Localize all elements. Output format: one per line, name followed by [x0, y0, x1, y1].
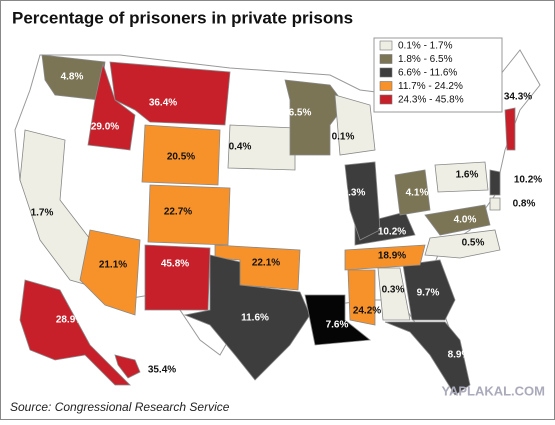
state-label: 7.6% — [326, 320, 349, 331]
legend-swatch — [379, 40, 393, 51]
state-label: 0.5% — [462, 238, 485, 249]
state-label: 4.0% — [454, 215, 477, 226]
state — [394, 169, 431, 216]
state — [334, 94, 376, 156]
state-label: 11.6% — [241, 313, 269, 324]
state-label: 0.4% — [229, 142, 252, 153]
state — [147, 184, 231, 246]
state — [424, 204, 491, 236]
legend-box — [373, 37, 503, 113]
state-label: 24.2% — [353, 306, 381, 317]
legend-swatch — [379, 54, 393, 64]
legend-label: 0.1% - 1.7% — [398, 41, 453, 52]
state — [344, 161, 381, 241]
legend-label: 24.3% - 45.8% — [398, 95, 464, 106]
legend-swatch — [379, 81, 393, 91]
state — [354, 211, 416, 246]
state-label: 29.0% — [91, 122, 119, 133]
state — [489, 197, 501, 211]
state-label: 21.1% — [99, 260, 127, 271]
state — [114, 354, 141, 379]
state — [41, 54, 106, 101]
state-label: 9.7% — [417, 288, 440, 299]
state-label: 22.1% — [252, 258, 280, 269]
state-label: 35.4% — [148, 365, 176, 376]
legend-swatch — [379, 94, 393, 105]
watermark: YAPLAKAL.COM — [441, 383, 545, 398]
state — [141, 124, 221, 186]
state-label: 34.3% — [504, 92, 532, 103]
state-label: 0.1% — [332, 132, 355, 143]
legend-label: 11.7% - 24.2% — [398, 81, 463, 92]
state — [434, 161, 489, 193]
state-label: 4.8% — [61, 72, 84, 83]
legend-label: 6.6% - 11.6% — [398, 68, 457, 79]
state — [402, 259, 456, 321]
state — [344, 244, 426, 271]
state — [87, 62, 136, 151]
state-label: 10.2% — [378, 227, 406, 238]
state — [144, 244, 211, 311]
state-label: 45.8% — [161, 259, 189, 270]
legend-label: 1.8% - 6.5% — [398, 54, 453, 65]
state — [284, 79, 346, 156]
state-label: 28.9% — [56, 315, 84, 326]
state-label: 4.1% — [406, 188, 429, 199]
state — [79, 229, 141, 316]
state-label: 1.7% — [31, 208, 54, 219]
state-label: 20.5% — [167, 152, 195, 163]
state-label: 0.8% — [513, 199, 536, 210]
legend: 0.1% - 1.7% 1.8% - 6.5% 6.6% - 11.6% 11.7% … — [373, 37, 503, 113]
state-label: 1.6% — [456, 170, 479, 181]
state — [304, 294, 372, 346]
state — [347, 269, 376, 326]
title: Percentage of prisoners in private priso… — [12, 8, 353, 27]
state — [183, 254, 311, 381]
state-label: 8.9% — [448, 350, 471, 361]
state — [504, 107, 516, 151]
state-label: 9.3% — [343, 188, 366, 199]
state-label: 0.3% — [382, 285, 405, 296]
state — [424, 229, 501, 259]
legend-swatch — [379, 67, 393, 78]
state-label: 22.7% — [164, 207, 192, 218]
state-label: 10.2% — [514, 175, 542, 186]
source: Source: Congressional Research Service — [10, 400, 230, 414]
state — [377, 267, 411, 321]
states: 4.8% 36.4% 29.0% 20.5% 0.4% 6.5% 0.1% 1.7% 22.7%… — [19, 54, 542, 396]
state — [489, 169, 501, 196]
state — [227, 124, 296, 171]
state-label: 36.4% — [149, 98, 177, 109]
state — [19, 279, 131, 386]
state-label: 18.9% — [378, 251, 406, 262]
state-label: 6.5% — [289, 108, 312, 119]
state — [384, 321, 471, 396]
